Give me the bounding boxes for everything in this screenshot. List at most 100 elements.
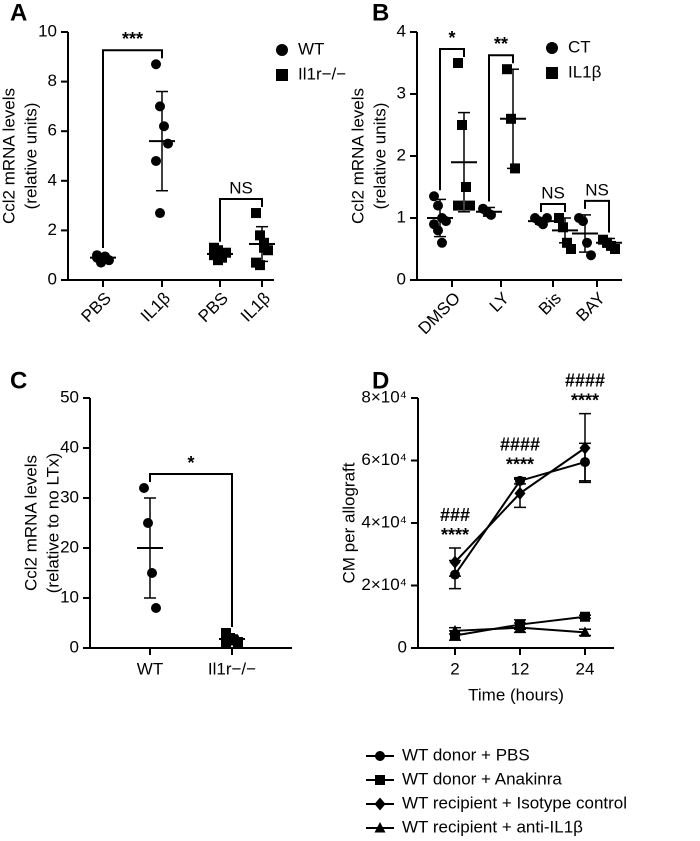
panel-letter: D (372, 367, 389, 394)
data-point (143, 518, 153, 528)
y-tick-label: 8 (48, 71, 57, 90)
y-tick-label: 1 (397, 207, 406, 226)
y-tick-label: 40 (60, 437, 79, 456)
significance-label: **** (571, 390, 599, 410)
x-tick-label: Il1r−/− (208, 659, 256, 678)
x-axis-label: Time (hours) (468, 685, 564, 704)
significance-bracket (540, 203, 566, 212)
data-point (104, 255, 114, 266)
data-point (259, 242, 269, 253)
x-tick-label: WT (137, 659, 163, 678)
legend-marker (546, 67, 558, 79)
legend-label: WT recipient + anti-IL1β (402, 817, 583, 836)
data-point (255, 230, 265, 241)
significance-bracket (219, 198, 263, 242)
x-tick-label: PBS (78, 289, 115, 326)
data-point (209, 242, 219, 253)
y-tick-label: 2 (397, 145, 406, 164)
y-axis-label: CM per allograft (339, 462, 358, 583)
significance-label: *** (122, 29, 143, 49)
legend-marker (375, 751, 385, 761)
panel-letter: A (10, 0, 27, 26)
y-tick-label: 50 (60, 387, 79, 406)
data-point (449, 624, 461, 636)
legend-label: WT donor + Anakinra (402, 769, 562, 788)
data-point (151, 603, 161, 613)
legend-marker (374, 822, 386, 833)
significance-label: * (448, 28, 455, 48)
y-tick-label: 6×10⁴ (361, 450, 407, 469)
legend-marker (276, 69, 288, 81)
x-tick-label: LY (486, 289, 513, 316)
data-point (159, 121, 169, 132)
data-point (147, 568, 157, 578)
data-point (461, 182, 471, 192)
y-tick-label: 10 (60, 587, 79, 606)
significance-bracket (488, 54, 514, 202)
legend-label: CT (568, 37, 591, 56)
x-tick-label: 24 (576, 659, 595, 678)
y-tick-label: 3 (397, 83, 406, 102)
data-point (213, 255, 223, 266)
panel-letter: C (10, 367, 27, 394)
y-tick-label: 4 (397, 21, 406, 40)
data-point (151, 155, 161, 166)
data-point (450, 630, 460, 641)
significance-label: **** (441, 525, 469, 545)
significance-bracket (584, 199, 610, 233)
y-tick-label: 4×10⁴ (361, 512, 407, 531)
data-point (255, 260, 265, 271)
data-point (433, 200, 443, 211)
y-tick-label: 0 (398, 637, 407, 656)
data-point (558, 222, 568, 233)
panel-letter: B (372, 0, 389, 26)
significance-bracket (149, 473, 233, 627)
data-point (514, 621, 526, 633)
data-point (92, 250, 102, 261)
significance-label: NS (585, 180, 609, 199)
data-point (453, 200, 463, 211)
y-axis-label: (relative units) (370, 103, 389, 210)
x-tick-label: 12 (511, 659, 530, 678)
legend-marker (276, 44, 288, 56)
x-tick-label: BAY (572, 289, 609, 326)
data-point (578, 216, 588, 227)
y-tick-label: 4 (48, 170, 57, 189)
data-point (155, 208, 165, 219)
x-tick-label: Bis (535, 289, 565, 319)
data-point (437, 237, 447, 248)
y-tick-label: 10 (38, 21, 57, 40)
significance-label: ** (494, 34, 508, 54)
legend-label: WT (298, 39, 324, 58)
y-tick-label: 2×10⁴ (361, 575, 407, 594)
data-point (579, 441, 591, 455)
data-point (151, 59, 161, 70)
y-axis-label: Ccl2 mRNA levels (348, 88, 367, 224)
data-point (610, 244, 620, 254)
data-point (566, 244, 576, 254)
data-point (163, 138, 173, 149)
x-tick-label: IL1β (137, 288, 174, 325)
y-tick-label: 6 (48, 121, 57, 140)
significance-label: ### (440, 505, 470, 525)
legend-marker (375, 775, 385, 785)
y-axis-label: Ccl2 mRNA levels (0, 88, 18, 224)
data-point (155, 101, 165, 112)
y-axis-label: (relative units) (21, 103, 40, 210)
y-axis-label: Ccl2 mRNA levels (21, 455, 40, 591)
y-tick-label: 8×10⁴ (361, 387, 407, 406)
significance-label: NS (229, 179, 253, 198)
legend-label: Il1r−/− (298, 64, 346, 83)
x-tick-label: 2 (450, 659, 459, 678)
data-point (514, 486, 526, 500)
data-point (453, 58, 463, 68)
y-tick-label: 0 (70, 637, 79, 656)
x-tick-label: IL1β (237, 288, 274, 325)
significance-bracket (102, 49, 163, 248)
legend-label: WT recipient + Isotype control (402, 793, 627, 812)
data-point (579, 626, 591, 637)
y-axis-label: (relative to no LTx) (43, 453, 62, 593)
data-point (582, 237, 592, 248)
data-point (251, 208, 261, 219)
